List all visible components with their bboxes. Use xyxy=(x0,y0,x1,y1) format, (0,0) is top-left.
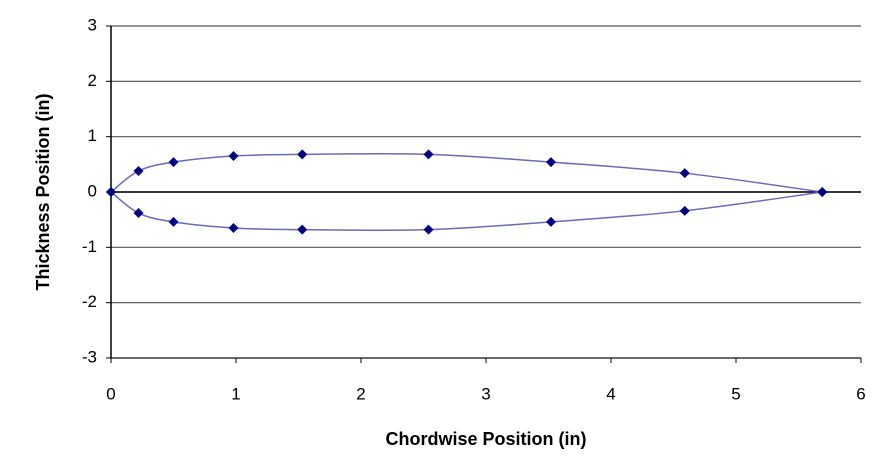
y-tick-label: -1 xyxy=(82,237,97,256)
x-tick-label: 0 xyxy=(106,384,115,403)
y-tick-label: 3 xyxy=(88,15,97,34)
marker xyxy=(297,224,308,235)
marker xyxy=(106,187,116,197)
x-tick-label: 5 xyxy=(731,384,740,403)
marker xyxy=(133,165,144,176)
y-tick-label: 2 xyxy=(88,71,97,90)
x-tick-label: 3 xyxy=(481,384,490,403)
marker xyxy=(546,157,556,168)
marker xyxy=(168,216,179,227)
marker xyxy=(423,149,434,160)
marker xyxy=(679,168,690,179)
y-tick-label: 0 xyxy=(88,181,97,200)
x-tick-label: 2 xyxy=(356,384,365,403)
marker xyxy=(168,157,179,168)
x-tick-label: 1 xyxy=(231,384,240,403)
marker xyxy=(228,222,239,233)
marker xyxy=(423,224,434,235)
marker xyxy=(228,151,239,162)
y-tick-label: 1 xyxy=(88,126,97,145)
y-axis-title: Thickness Position (in) xyxy=(33,93,53,290)
x-axis-title: Chordwise Position (in) xyxy=(386,429,587,449)
marker xyxy=(546,216,556,227)
x-tick-label: 6 xyxy=(856,384,865,403)
marker xyxy=(679,205,690,216)
marker xyxy=(133,208,144,219)
series-line xyxy=(110,152,823,193)
x-tick-label: 4 xyxy=(606,384,615,403)
series-line xyxy=(110,191,823,232)
y-tick-label: -3 xyxy=(82,347,97,366)
marker xyxy=(817,187,828,197)
y-tick-label: -2 xyxy=(82,292,97,311)
marker xyxy=(297,149,308,160)
